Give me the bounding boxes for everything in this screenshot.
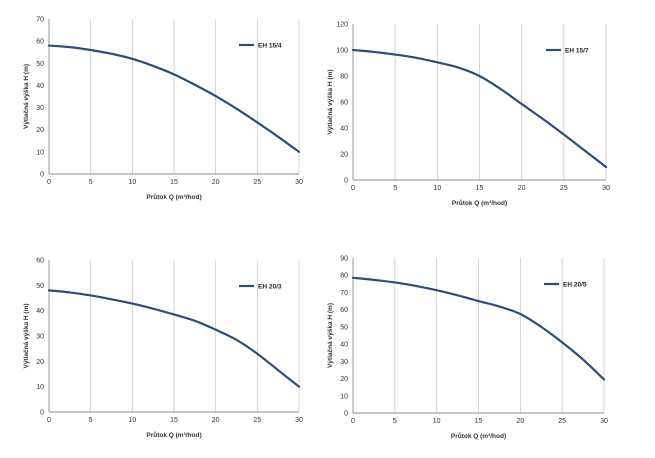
y-tick-label: 20 — [340, 152, 348, 159]
y-tick-label: 60 — [340, 100, 348, 107]
y-tick-label: 0 — [40, 410, 44, 417]
y-tick-label: 0 — [40, 172, 44, 179]
y-tick-label: 40 — [340, 342, 348, 349]
y-tick-label: 20 — [36, 359, 44, 366]
legend-label: EH 20/5 — [563, 282, 587, 289]
chart-panel-4: 0 5 10 15 20 25 30 0 10 20 30 40 50 60 70 80 90 Průtok Q … — [327, 256, 608, 441]
y-axis-title: Výtlačná výška H (m) — [23, 64, 30, 129]
x-tick-label: 5 — [89, 179, 93, 186]
x-tick-label: 15 — [476, 185, 484, 192]
x-tick-label: 25 — [560, 185, 568, 192]
y-tick-label: 20 — [340, 376, 348, 383]
x-tick-label: 5 — [393, 418, 397, 425]
x-tick-label: 0 — [351, 185, 355, 192]
y-tick-label: 30 — [340, 359, 348, 366]
x-tick-label: 30 — [295, 179, 303, 186]
chart-panel-3: 0 5 10 15 20 25 30 0 10 20 30 40 50 60 Průtok Q (m³/ho… — [23, 258, 303, 440]
y-axis-title: Výtlačná výška H (m) — [327, 303, 334, 368]
x-tick-label: 20 — [212, 417, 220, 424]
series-line — [47, 44, 301, 153]
x-tick-label: 20 — [212, 179, 220, 186]
legend-label: EH 15/7 — [565, 48, 589, 55]
y-tick-label: 100 — [336, 48, 348, 55]
x-tick-label: 15 — [170, 417, 178, 424]
y-tick-label: 0 — [344, 411, 348, 418]
x-tick-label: 0 — [351, 418, 355, 425]
x-tick-label: 15 — [475, 418, 483, 425]
x-tick-label: 20 — [518, 185, 526, 192]
x-tick-label: 0 — [47, 417, 51, 424]
y-axis-title: Výtlačná výška H (m) — [327, 69, 334, 134]
x-tick-label: 25 — [558, 418, 566, 425]
y-tick-label: 0 — [344, 178, 348, 185]
x-tick-label: 30 — [600, 418, 608, 425]
y-tick-label: 90 — [340, 256, 348, 263]
y-tick-label: 40 — [36, 308, 44, 315]
y-tick-label: 10 — [36, 384, 44, 391]
x-tick-label: 30 — [602, 185, 610, 192]
x-axis-title: Průtok Q (m³/hod) — [451, 432, 506, 440]
y-tick-label: 60 — [340, 307, 348, 314]
y-tick-label: 30 — [36, 334, 44, 341]
y-tick-label: 50 — [36, 283, 44, 290]
y-tick-label: 40 — [340, 126, 348, 133]
y-tick-label: 20 — [36, 127, 44, 134]
x-axis-title: Průtok Q (m³/hod) — [452, 199, 507, 207]
series-line — [351, 276, 606, 381]
y-tick-label: 10 — [340, 393, 348, 400]
chart-panel-1: 0 5 10 15 20 25 30 0 10 20 30 40 50 60 70 Průtok Q (m³/… — [23, 17, 303, 202]
x-tick-label: 10 — [128, 179, 136, 186]
x-tick-label: 0 — [47, 179, 51, 186]
series-line — [351, 48, 608, 169]
y-tick-label: 50 — [36, 61, 44, 68]
y-axis-title: Výtlačná výška H (m) — [23, 303, 30, 368]
x-tick-label: 25 — [253, 417, 261, 424]
y-tick-label: 80 — [340, 74, 348, 81]
chart-panel-2: 0 5 10 15 20 25 30 0 20 40 60 80 100 120 Průtok Q (m³/… — [327, 22, 610, 208]
y-tick-label: 40 — [36, 83, 44, 90]
y-tick-label: 80 — [340, 273, 348, 280]
x-tick-label: 5 — [393, 185, 397, 192]
y-tick-label: 70 — [36, 17, 44, 24]
y-tick-label: 30 — [36, 105, 44, 112]
x-tick-label: 5 — [89, 417, 93, 424]
x-tick-label: 10 — [433, 185, 441, 192]
y-tick-label: 60 — [36, 39, 44, 46]
x-tick-label: 10 — [433, 418, 441, 425]
y-tick-label: 10 — [36, 149, 44, 156]
x-tick-label: 15 — [170, 179, 178, 186]
y-tick-label: 70 — [340, 290, 348, 297]
legend-label: EH 15/4 — [258, 43, 282, 50]
x-axis-title: Průtok Q (m³/hod) — [146, 193, 201, 201]
x-tick-label: 10 — [128, 417, 136, 424]
x-tick-label: 20 — [516, 418, 524, 425]
x-axis-title: Průtok Q (m³/hod) — [146, 431, 201, 439]
legend-label: EH 20/3 — [258, 284, 282, 291]
x-tick-label: 30 — [295, 417, 303, 424]
x-tick-label: 25 — [253, 179, 261, 186]
y-tick-label: 60 — [36, 258, 44, 265]
y-tick-label: 50 — [340, 324, 348, 331]
y-tick-label: 120 — [336, 22, 348, 29]
series-line — [47, 289, 301, 388]
